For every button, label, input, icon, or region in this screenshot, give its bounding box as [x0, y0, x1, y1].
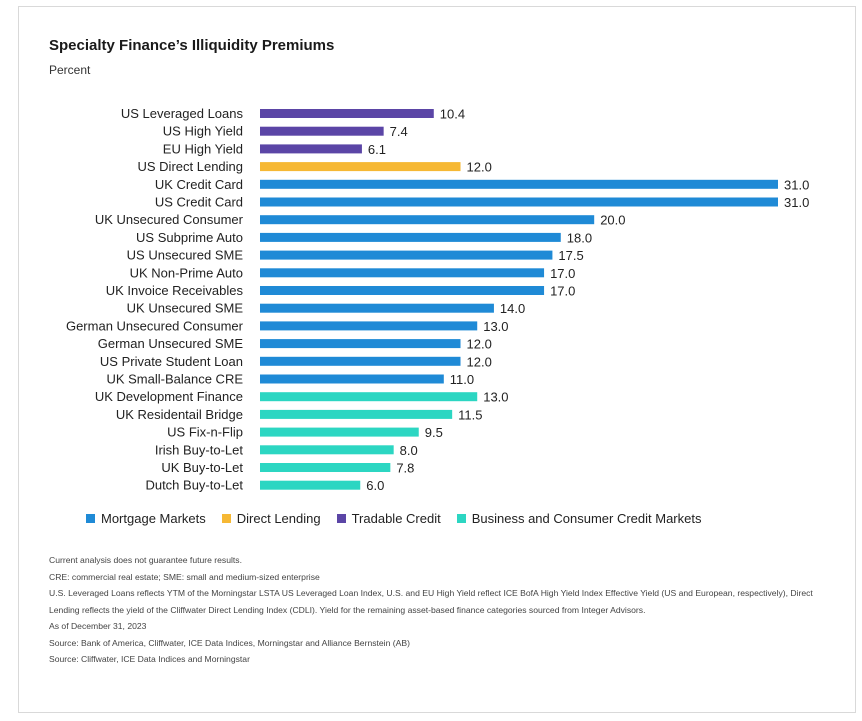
value-label-us-credit-card: 31.0: [784, 195, 809, 210]
bar-dutch-buy-to-let: [260, 480, 361, 490]
category-label-eu-high-yield: EU High Yield: [163, 141, 243, 156]
note-source-2: Source: Cliffwater, ICE Data Indices and…: [49, 654, 250, 664]
value-label-uk-credit-card: 31.0: [784, 177, 809, 192]
value-label-us-unsecured-sme: 17.5: [558, 248, 583, 263]
bar-uk-invoice-receivables: [260, 286, 545, 295]
legend-label-direct: Direct Lending: [236, 511, 321, 526]
category-label-german-unsecured-sme: German Unsecured SME: [98, 336, 244, 351]
value-label-eu-high-yield: 6.1: [368, 142, 386, 157]
legend-swatch-tradable: [336, 514, 346, 523]
category-label-us-unsecured-sme: US Unsecured SME: [127, 248, 244, 263]
category-label-uk-development-finance: UK Development Finance: [95, 389, 243, 404]
category-label-uk-non-prime-auto: UK Non-Prime Auto: [130, 265, 243, 280]
chart-legend: Mortgage Markets Direct Lending Tradable…: [86, 511, 717, 526]
category-label-uk-invoice-receivables: UK Invoice Receivables: [106, 283, 244, 298]
value-label-uk-unsecured-sme: 14.0: [500, 301, 525, 316]
category-label-us-private-student-loan: US Private Student Loan: [100, 354, 243, 369]
bar-eu-high-yield: [260, 144, 362, 154]
value-label-german-unsecured-consumer: 13.0: [483, 319, 508, 334]
category-label-uk-residentail-bridge: UK Residentail Bridge: [116, 407, 243, 422]
value-label-us-subprime-auto: 18.0: [567, 230, 592, 245]
bar-uk-residentail-bridge: [260, 409, 453, 419]
bar-chart: US Leveraged Loans 10.4 US High Yield 7.4 EU…: [66, 106, 809, 493]
chart-notes: Current analysis does not guarantee futu…: [49, 552, 829, 668]
category-label-uk-credit-card: UK Credit Card: [155, 177, 243, 192]
category-label-dutch-buy-to-let: Dutch Buy-to-Let: [145, 478, 243, 493]
category-label-us-credit-card: US Credit Card: [155, 195, 243, 210]
bar-us-unsecured-sme: [260, 250, 553, 260]
note-abbreviations: CRE: commercial real estate; SME: small …: [49, 571, 320, 582]
category-label-us-direct-lending: US Direct Lending: [138, 159, 244, 174]
legend-swatch-mortgage: [86, 514, 95, 523]
chart-subtitle: Percent: [49, 63, 91, 77]
value-label-uk-unsecured-consumer: 20.0: [600, 213, 625, 228]
note-source-1: Source: Bank of America, Cliffwater, ICE…: [49, 637, 410, 648]
value-label-us-fix-n-flip: 9.5: [425, 425, 443, 440]
bar-us-fix-n-flip: [260, 427, 419, 437]
value-label-uk-small-balance-cre: 11.0: [450, 372, 474, 387]
category-label-uk-buy-to-let: UK Buy-to-Let: [161, 460, 243, 475]
category-label-us-subprime-auto: US Subprime Auto: [136, 230, 243, 245]
category-label-uk-unsecured-consumer: UK Unsecured Consumer: [95, 212, 244, 227]
category-label-us-fix-n-flip: US Fix-n-Flip: [167, 425, 243, 440]
bar-uk-unsecured-sme: [260, 303, 494, 313]
bar-us-leveraged-loans: [260, 109, 434, 118]
category-label-irish-buy-to-let: Irish Buy-to-Let: [155, 442, 244, 457]
category-label-us-leveraged-loans: US Leveraged Loans: [121, 106, 244, 121]
value-label-dutch-buy-to-let: 6.0: [366, 478, 384, 493]
legend-label-business: Business and Consumer Credit Markets: [471, 511, 702, 526]
bar-us-direct-lending: [260, 162, 461, 172]
value-label-irish-buy-to-let: 8.0: [400, 443, 418, 458]
bar-us-high-yield: [260, 126, 384, 136]
bar-uk-credit-card: [260, 179, 778, 189]
bar-german-unsecured-consumer: [260, 321, 478, 331]
legend-swatch-business: [456, 514, 466, 523]
legend-item-direct: Direct Lending: [221, 511, 321, 526]
legend-item-business: Business and Consumer Credit Markets: [456, 511, 702, 526]
bar-us-credit-card: [260, 197, 778, 207]
value-label-us-direct-lending: 12.0: [467, 160, 492, 175]
bar-uk-development-finance: [260, 392, 478, 402]
value-label-uk-non-prime-auto: 17.0: [550, 266, 575, 281]
bar-us-private-student-loan: [260, 356, 461, 366]
value-label-uk-buy-to-let: 7.8: [396, 461, 414, 476]
legend-item-tradable: Tradable Credit: [336, 511, 441, 526]
legend-label-tradable: Tradable Credit: [351, 511, 441, 526]
bar-us-subprime-auto: [260, 232, 561, 242]
category-label-uk-small-balance-cre: UK Small-Balance CRE: [106, 372, 243, 387]
bar-uk-unsecured-consumer: [260, 215, 595, 225]
bar-german-unsecured-sme: [260, 339, 461, 349]
bar-irish-buy-to-let: [260, 445, 394, 455]
value-label-german-unsecured-sme: 12.0: [467, 337, 492, 352]
category-label-uk-unsecured-sme: UK Unsecured SME: [127, 301, 244, 316]
value-label-us-high-yield: 7.4: [390, 124, 408, 139]
legend-item-mortgage: Mortgage Markets: [86, 511, 206, 526]
category-label-german-unsecured-consumer: German Unsecured Consumer: [66, 318, 244, 333]
note-methodology-2: Lending reflects the yield of the Cliffw…: [49, 604, 646, 615]
note-date: As of December 31, 2023: [49, 621, 147, 631]
value-label-us-leveraged-loans: 10.4: [440, 107, 465, 122]
value-label-uk-development-finance: 13.0: [483, 390, 508, 405]
category-label-us-high-yield: US High Yield: [163, 124, 243, 139]
bar-uk-non-prime-auto: [260, 268, 545, 278]
bar-uk-buy-to-let: [260, 463, 391, 472]
note-methodology-1: U.S. Leveraged Loans reflects YTM of the…: [49, 588, 813, 598]
legend-swatch-direct: [221, 514, 231, 523]
chart-frame: [18, 6, 856, 713]
legend-label-mortgage: Mortgage Markets: [101, 511, 206, 526]
value-label-us-private-student-loan: 12.0: [467, 354, 492, 369]
value-label-uk-residentail-bridge: 11.5: [458, 407, 482, 422]
chart-title: Specialty Finance’s Illiquidity Premiums: [49, 37, 335, 54]
bar-uk-small-balance-cre: [260, 374, 444, 384]
value-label-uk-invoice-receivables: 17.0: [550, 284, 575, 299]
note-disclaimer: Current analysis does not guarantee futu…: [49, 555, 242, 565]
